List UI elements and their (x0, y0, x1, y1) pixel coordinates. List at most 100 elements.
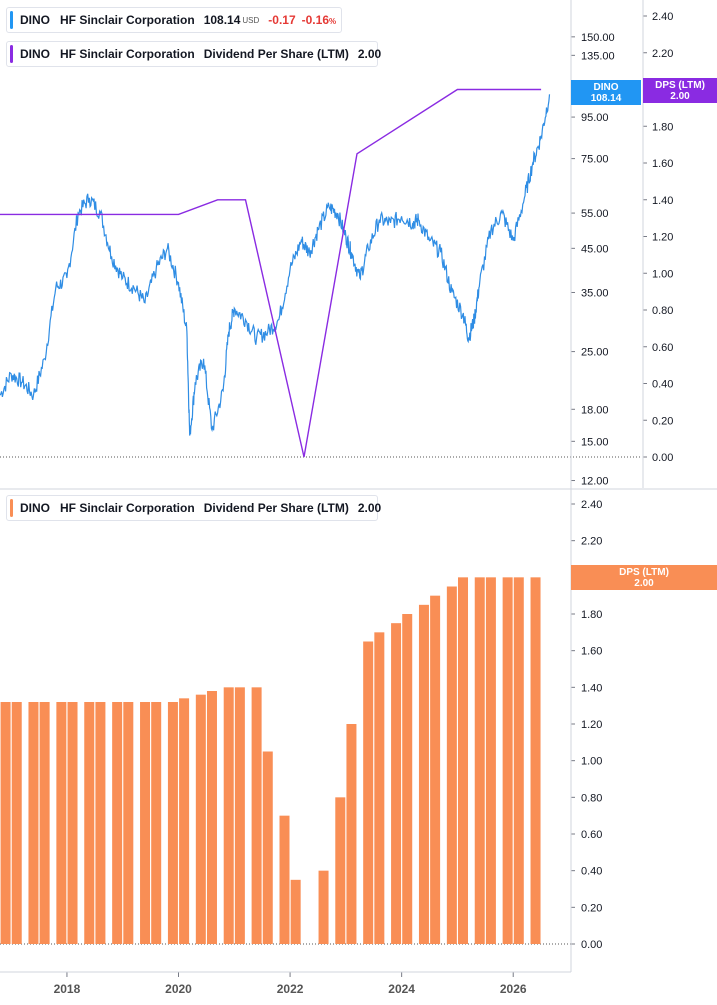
dps-bar-15 (206, 691, 217, 944)
dps-bottom-tag: DPS (LTM) 2.00 (571, 565, 717, 590)
dps-bar-6 (84, 702, 95, 944)
dps-top-tick-label-9: 1.80 (652, 121, 673, 133)
dps-bar-27 (374, 632, 385, 944)
dps-bar-26 (363, 641, 374, 944)
price-tick-label-5: 45.00 (581, 243, 609, 255)
legend-dps-line-value: 2.00 (357, 47, 382, 61)
dps-bar-29 (402, 614, 413, 944)
dps-bar-17 (234, 687, 245, 944)
legend-price-value: 108.14 (203, 13, 241, 27)
dps-top-tag: DPS (LTM) 2.00 (643, 78, 717, 103)
dps-bottom-tick-label-12: 2.40 (581, 499, 602, 511)
dps-series-line (0, 88, 542, 458)
dps-bar-25 (346, 724, 357, 944)
dps-top-tick-label-1: 0.20 (652, 415, 673, 427)
x-tick-label-0: 2018 (54, 982, 81, 996)
dps-bar-16 (223, 687, 234, 944)
dps-bottom-tick-label-3: 0.60 (581, 829, 602, 841)
dps-bar-9 (123, 702, 134, 944)
price-tick-label-1: 15.00 (581, 436, 609, 448)
dps-bar-4 (56, 702, 67, 944)
dps-bottom-tick-label-6: 1.20 (581, 719, 602, 731)
dps-bottom-tick-label-2: 0.40 (581, 866, 602, 878)
dps-bar-panel: 0.00 0.20 0.40 0.60 0.80 1.00 1.20 1.40 1.60 1.80… (0, 499, 602, 996)
dps-bottom-tick-label-5: 1.00 (581, 756, 602, 768)
price-tick-label-2: 18.00 (581, 404, 609, 416)
legend-dps-line-ticker: DINO (20, 47, 50, 61)
dps-bottom-tag-value: 2.00 (634, 578, 654, 589)
dps-bar-13 (179, 698, 190, 944)
legend-dps-bar-color (10, 499, 13, 517)
legend-price-ticker: DINO (20, 13, 50, 27)
price-tick-label-10: 135.00 (581, 50, 615, 62)
dps-bar-11 (151, 702, 162, 944)
dps-bottom-tick-label-1: 0.20 (581, 902, 602, 914)
dps-bar-10 (140, 702, 151, 944)
legend-dps-bar-value: 2.00 (357, 501, 382, 515)
dps-bottom-tick-label-11: 2.20 (581, 536, 602, 548)
price-tick-label-0: 12.00 (581, 476, 609, 488)
dps-top-tick-label-2: 0.40 (652, 379, 673, 391)
price-tick-label-4: 35.00 (581, 287, 609, 299)
dps-top-tick-label-3: 0.60 (652, 342, 673, 354)
x-tick-label-2: 2022 (277, 982, 304, 996)
dps-bar-28 (391, 623, 402, 944)
dps-bar-21 (290, 879, 301, 944)
x-tick-label-1: 2020 (165, 982, 192, 996)
dps-top-tick-label-4: 0.80 (652, 305, 673, 317)
dps-bar-5 (67, 702, 78, 944)
legend-dps-bar[interactable]: DINO HF Sinclair Corporation Dividend Pe… (6, 495, 382, 521)
dps-top-tick-label-0: 0.00 (652, 452, 673, 464)
legend-dps-line-metric: Dividend Per Share (LTM) (203, 47, 349, 61)
price-tag-value: 108.14 (590, 93, 622, 104)
dps-top-tick-label-7: 1.40 (652, 195, 673, 207)
legend-price-change-pct: -0.16% (301, 13, 337, 27)
legend-price-currency: USD (242, 15, 260, 25)
legend-dps-line-company: HF Sinclair Corporation (60, 47, 195, 61)
dps-bar-3 (39, 702, 50, 944)
price-tick-label-8: 95.00 (581, 112, 609, 124)
dps-top-tick-label-8: 1.60 (652, 158, 673, 170)
dps-bar-14 (195, 694, 206, 944)
dps-bar-24 (335, 797, 346, 944)
dps-bar-20 (279, 815, 290, 944)
dps-bar-1 (11, 702, 22, 944)
dps-bar-18 (251, 687, 262, 944)
dps-bar-37 (513, 577, 524, 944)
x-tick-label-4: 2026 (500, 982, 527, 996)
legend-price[interactable]: DINO HF Sinclair Corporation 108.14 USD … (6, 7, 342, 33)
dps-bottom-tick-label-8: 1.60 (581, 646, 602, 658)
dps-bar-0 (0, 702, 11, 944)
dps-bar-7 (95, 702, 106, 944)
legend-price-company: HF Sinclair Corporation (60, 13, 195, 27)
dps-top-tick-label-6: 1.20 (652, 232, 673, 244)
dps-bar-19 (262, 751, 273, 944)
price-tick-label-7: 75.00 (581, 154, 609, 166)
legend-dps-line[interactable]: DINO HF Sinclair Corporation Dividend Pe… (6, 41, 382, 67)
price-tick-label-6: 55.00 (581, 208, 609, 220)
dps-top-tag-label: DPS (LTM) (655, 80, 705, 91)
dps-bottom-tag-label: DPS (LTM) (619, 567, 669, 578)
dps-bar-8 (112, 702, 123, 944)
dps-bar-2 (28, 702, 39, 944)
dps-bar-38 (530, 577, 541, 944)
legend-dps-bar-company: HF Sinclair Corporation (60, 501, 195, 515)
price-tag: DINO 108.14 (571, 80, 641, 105)
price-tick-label-3: 25.00 (581, 347, 609, 359)
dps-bar-32 (446, 586, 457, 944)
legend-dps-line-color (10, 45, 13, 63)
dps-top-tag-value: 2.00 (670, 91, 690, 102)
dps-top-tick-label-11: 2.20 (652, 48, 673, 60)
legend-price-color (10, 11, 13, 29)
dps-bar-33 (458, 577, 469, 944)
dps-bar-35 (485, 577, 496, 944)
dps-top-tick-label-5: 1.00 (652, 268, 673, 280)
dps-bar-31 (430, 595, 441, 944)
dps-bottom-tick-label-7: 1.40 (581, 682, 602, 694)
price-tag-ticker: DINO (593, 82, 619, 93)
dps-bar-12 (167, 702, 178, 944)
dps-bar-36 (502, 577, 513, 944)
dps-bar-23 (318, 870, 329, 944)
dps-bottom-tick-label-4: 0.80 (581, 792, 602, 804)
